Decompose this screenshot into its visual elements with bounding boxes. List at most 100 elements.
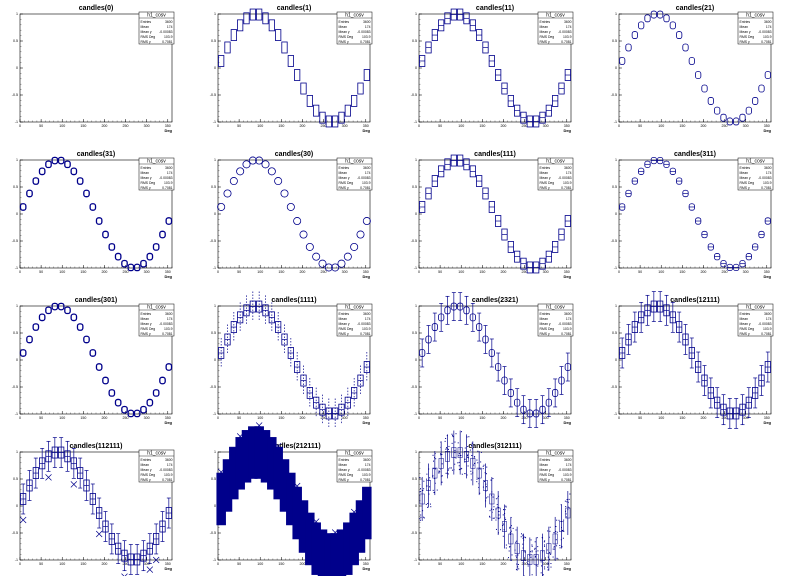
candle-point	[502, 535, 504, 537]
candle-point	[441, 481, 443, 483]
x-tick-label: 100	[59, 562, 65, 566]
stats-value: 0.7081	[761, 40, 771, 44]
stats-label: Entries	[339, 458, 350, 462]
y-tick-label: -0.5	[611, 239, 617, 243]
x-tick-label: 150	[80, 270, 86, 274]
stats-label: RMS y	[141, 40, 151, 44]
stats-value: 103.9	[563, 181, 572, 185]
panel-title: candles(0)	[79, 5, 114, 12]
y-tick-label: -1	[414, 558, 417, 562]
x-tick-label: 350	[165, 416, 171, 420]
candle-point	[448, 468, 450, 470]
candle-point	[561, 546, 563, 548]
x-tick-label: 150	[679, 270, 685, 274]
stats-value: -0.00083	[558, 322, 571, 326]
stats-value: -0.00083	[159, 30, 172, 34]
candle-box	[152, 389, 160, 397]
candle-point	[558, 519, 560, 521]
x-tick-label: 300	[543, 562, 549, 566]
y-tick-label: -0.5	[210, 239, 216, 243]
y-tick-label: 1	[615, 304, 617, 308]
candle-marker	[286, 202, 295, 211]
stats-box-frame	[537, 157, 574, 191]
candle-point	[547, 530, 549, 532]
candle-box	[95, 363, 103, 371]
candle-point	[425, 503, 427, 505]
stats-label: RMS y	[339, 332, 349, 336]
candle-point	[531, 545, 533, 547]
candle-point	[457, 442, 459, 444]
stats-box-title: h1_cosv	[546, 159, 565, 165]
y-tick-label: -0.5	[12, 93, 18, 97]
candle-point	[430, 506, 432, 508]
y-tick-label: -0.5	[411, 239, 417, 243]
candle-box	[432, 467, 438, 479]
x-tick-label: 350	[564, 124, 570, 128]
candle-box	[425, 335, 432, 344]
panel-title: candles(31)	[77, 151, 116, 158]
candle-point	[423, 517, 425, 519]
candle-box	[507, 389, 514, 397]
stats-label: Entries	[540, 166, 551, 170]
stats-label: RMS Deg	[540, 473, 555, 477]
candle-point	[553, 532, 555, 534]
candle-point	[534, 548, 536, 550]
x-tick-label: 0	[19, 416, 21, 420]
stats-value: 174	[766, 317, 772, 321]
stats-value: -0.00083	[357, 322, 370, 326]
x-tick-label: 0	[217, 562, 219, 566]
candle-point	[451, 442, 453, 444]
candle-point	[542, 574, 544, 576]
candle-point	[459, 469, 461, 471]
candle-point	[530, 539, 532, 541]
candle-box	[102, 230, 109, 239]
candle-series	[419, 154, 571, 274]
x-tick-label: 250	[123, 270, 129, 274]
candle-box	[539, 405, 546, 414]
stats-label: RMS y	[141, 186, 151, 190]
stats-box-frame	[537, 11, 574, 45]
stats-label: Mean	[339, 463, 348, 467]
x-tick-label: 0	[418, 124, 420, 128]
y-tick-label: 0	[415, 504, 417, 508]
stats-label: RMS y	[740, 40, 750, 44]
candle-point	[454, 463, 456, 465]
x-tick-label: 150	[278, 562, 284, 566]
y-tick-label: 0.5	[211, 39, 216, 43]
candle-box	[224, 41, 231, 54]
candle-box	[695, 71, 702, 79]
x-tick-label: 50	[438, 270, 442, 274]
candle-box	[89, 349, 97, 357]
x-tick-label: 200	[299, 270, 305, 274]
candle-point	[510, 530, 512, 532]
candle-point	[498, 495, 500, 497]
x-tick-label: 0	[217, 270, 219, 274]
candle-box	[64, 306, 71, 315]
candle-box	[682, 43, 689, 52]
candle-box	[545, 398, 552, 407]
stats-label: Mean y	[740, 30, 751, 34]
stats-box-title: h1_cosv	[147, 13, 166, 19]
candle-point	[553, 548, 555, 550]
candle-box	[469, 313, 476, 322]
x-tick-label: 350	[564, 270, 570, 274]
candle-point	[522, 534, 524, 536]
candle-point	[564, 500, 566, 502]
stats-box-frame	[138, 157, 175, 191]
candle-point	[525, 537, 527, 539]
candle-point	[537, 550, 539, 552]
candle-point	[509, 527, 511, 529]
stats-label: RMS Deg	[141, 181, 156, 185]
candle-point	[480, 468, 482, 470]
candle-point	[565, 506, 567, 508]
candle-marker	[356, 230, 365, 239]
candle-point	[480, 451, 482, 453]
candle-box	[114, 252, 122, 261]
candle-point	[509, 532, 511, 534]
y-tick-label: 1	[615, 158, 617, 162]
x-tick-label: 100	[458, 124, 464, 128]
candle-point	[568, 498, 570, 500]
panel-title: candles(301)	[75, 297, 117, 304]
